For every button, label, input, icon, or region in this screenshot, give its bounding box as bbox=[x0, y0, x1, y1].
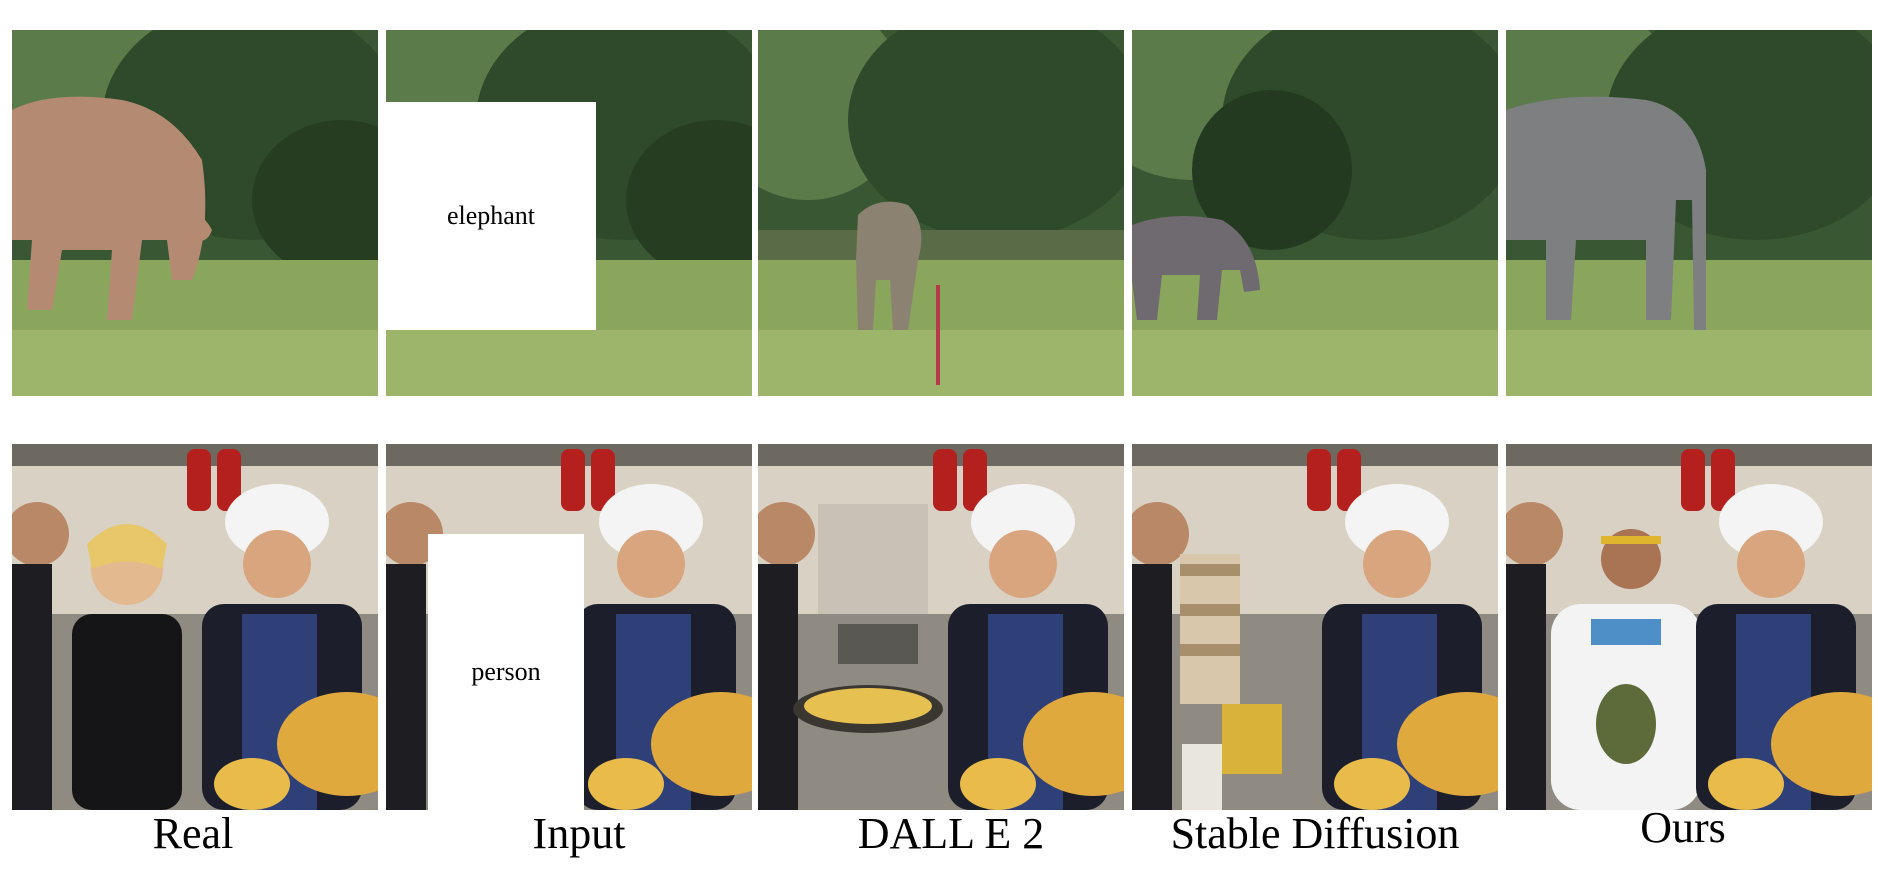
caption-dalle: DALL E 2 bbox=[768, 804, 1134, 864]
caption-ours: Ours bbox=[1500, 798, 1866, 858]
image-real-kitchen bbox=[12, 444, 378, 810]
image-ours-kitchen bbox=[1506, 444, 1872, 810]
image-sd-kitchen bbox=[1132, 444, 1498, 810]
mask-box-elephant: elephant bbox=[386, 102, 596, 330]
image-input-elephant: elephant bbox=[386, 30, 752, 396]
caption-input: Input bbox=[396, 804, 762, 864]
caption-stable-diffusion: Stable Diffusion bbox=[1132, 804, 1498, 864]
mask-label-person: person bbox=[471, 657, 540, 687]
image-dalle-kitchen bbox=[758, 444, 1124, 810]
caption-real: Real bbox=[10, 804, 376, 864]
mask-label-elephant: elephant bbox=[447, 201, 535, 231]
image-real-elephant bbox=[12, 30, 378, 396]
image-dalle-elephant bbox=[758, 30, 1124, 396]
image-ours-elephant bbox=[1506, 30, 1872, 396]
image-sd-elephant bbox=[1132, 30, 1498, 396]
mask-box-person: person bbox=[428, 534, 584, 810]
image-input-kitchen: person bbox=[386, 444, 752, 810]
